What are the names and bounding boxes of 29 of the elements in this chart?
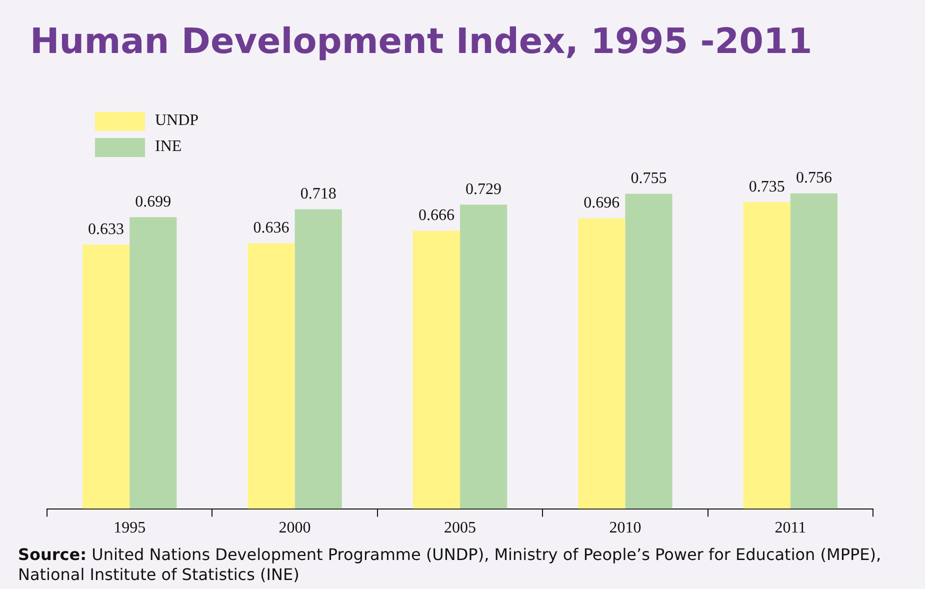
legend-label: INE bbox=[155, 138, 182, 156]
x-tick-label: 2011 bbox=[774, 520, 806, 537]
data-label: 0.756 bbox=[796, 170, 832, 187]
source-note: Source: United Nations Development Programme (UNDP), Ministry of People’s Power for Education (MPPE), National Institute of Statistics (INE) bbox=[18, 545, 882, 584]
bar bbox=[625, 194, 672, 509]
bar bbox=[294, 209, 342, 509]
data-label: 0.699 bbox=[135, 193, 172, 210]
data-label: 0.636 bbox=[253, 220, 290, 237]
data-label: 0.735 bbox=[748, 178, 785, 196]
bar bbox=[743, 202, 790, 509]
bar bbox=[248, 243, 295, 509]
bar bbox=[82, 244, 130, 509]
legend-label: UNDP bbox=[155, 112, 199, 130]
bar bbox=[460, 204, 508, 509]
bar bbox=[790, 193, 838, 509]
data-label: 0.755 bbox=[630, 170, 667, 187]
bar bbox=[130, 217, 177, 509]
bar bbox=[412, 230, 460, 509]
data-label: 0.729 bbox=[466, 180, 502, 198]
x-tick-label: 2005 bbox=[444, 520, 476, 537]
bar bbox=[578, 218, 626, 509]
data-label: 0.666 bbox=[418, 207, 454, 224]
data-label: 0.718 bbox=[300, 185, 336, 202]
x-tick-label: 2010 bbox=[609, 520, 642, 537]
data-label: 0.633 bbox=[88, 220, 124, 238]
x-tick-label: 1995 bbox=[114, 520, 146, 537]
data-label: 0.696 bbox=[584, 194, 620, 212]
x-tick-label: 2000 bbox=[278, 520, 311, 537]
chart-title: Human Development Index, 1995 -2011 bbox=[30, 22, 812, 62]
